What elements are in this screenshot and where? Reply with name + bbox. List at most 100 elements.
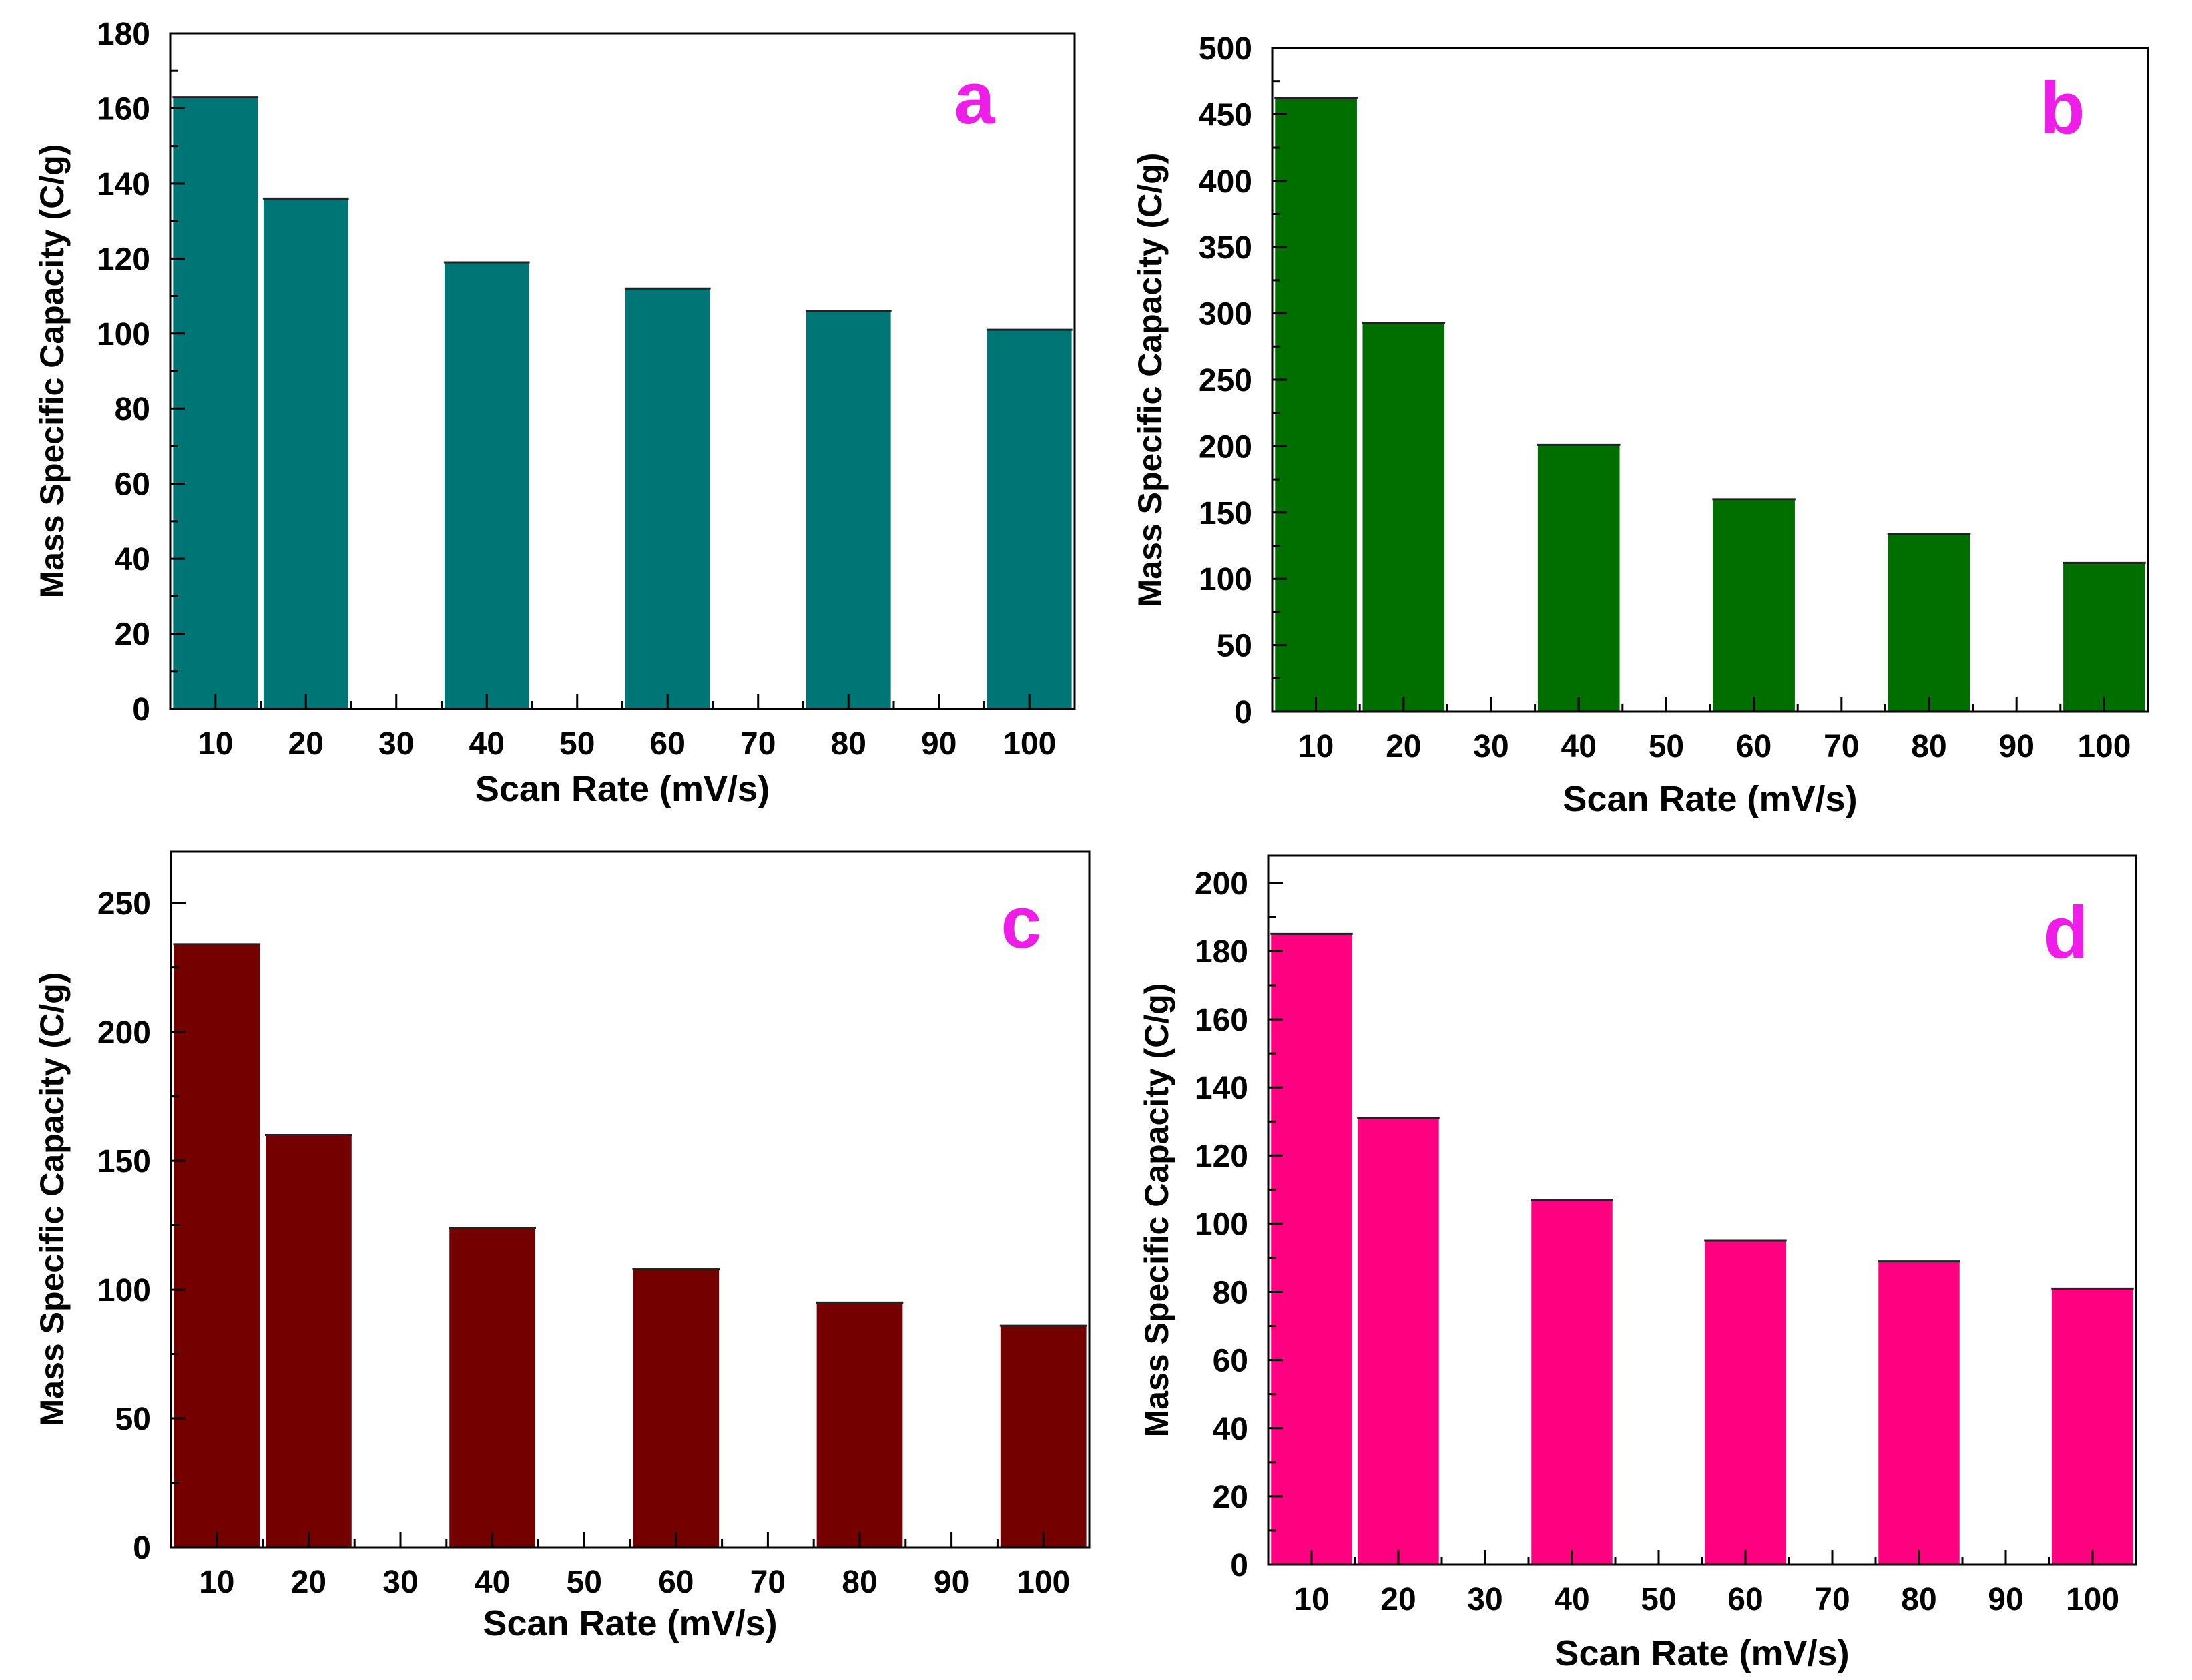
y-tick-label-b-350: 350	[1199, 230, 1252, 266]
chart-panel-d: 0 20 40 60 80 100 120 140 160 180 200 10 20 30 40 50 60 7…	[1095, 834, 2192, 1680]
x-tick-label-a-100: 100	[1003, 726, 1056, 762]
panel-label-b: b	[2040, 67, 2085, 150]
y-tick-label-d-180: 180	[1195, 934, 1248, 970]
bar-c-80	[815, 1302, 904, 1548]
y-axis-title-d: Mass Specific Capacity (C/g)	[1138, 983, 1175, 1438]
y-tick-label-c-200: 200	[97, 1015, 151, 1051]
x-tick-label-d-100: 100	[2066, 1582, 2119, 1617]
y-tick-label-d-120: 120	[1195, 1139, 1248, 1174]
x-tick-label-c-70: 70	[750, 1565, 786, 1600]
y-axis-title-b: Mass Specific Capacity (C/g)	[1131, 153, 1169, 607]
y-axis-title-a: Mass Specific Capacity (C/g)	[33, 144, 71, 599]
x-tick-label-a-30: 30	[378, 726, 414, 762]
x-tick-label-c-40: 40	[475, 1565, 510, 1600]
x-axis-title-b: Scan Rate (mV/s)	[1563, 779, 1857, 819]
x-tick-label-a-70: 70	[740, 726, 776, 762]
y-tick-label-b-200: 200	[1199, 429, 1252, 465]
y-tick-label-b-450: 450	[1199, 97, 1252, 133]
bar-d-60	[1703, 1239, 1788, 1565]
bar-b-20	[1361, 322, 1446, 712]
bar-a-10	[172, 96, 260, 710]
y-tick-label-a-140: 140	[97, 167, 150, 202]
bar-c-10	[172, 943, 262, 1548]
bar-a-40	[443, 261, 531, 710]
x-tick-label-d-30: 30	[1467, 1582, 1502, 1617]
y-tick-label-b-0: 0	[1234, 695, 1252, 730]
x-tick-label-d-60: 60	[1727, 1582, 1763, 1617]
bar-a-100	[985, 329, 1073, 710]
x-tick-label-d-50: 50	[1641, 1582, 1676, 1617]
x-tick-label-d-10: 10	[1294, 1582, 1329, 1617]
x-tick-label-c-80: 80	[842, 1565, 877, 1600]
x-tick-label-a-60: 60	[650, 726, 686, 762]
y-tick-label-d-140: 140	[1195, 1071, 1248, 1106]
y-axis-title-c: Mass Specific Capacity (C/g)	[33, 972, 71, 1427]
x-tick-label-c-50: 50	[567, 1565, 602, 1600]
bar-d-100	[2050, 1288, 2135, 1565]
y-tick-label-b-100: 100	[1199, 562, 1252, 597]
y-tick-label-a-80: 80	[115, 392, 150, 427]
chart-panel-c: 0 50 100 150 200 250 10 20 30 40 50 60 70 80 90 100 Scan…	[0, 834, 1095, 1680]
y-tick-label-a-120: 120	[97, 242, 150, 277]
y-tick-label-c-0: 0	[133, 1530, 151, 1566]
y-tick-label-b-400: 400	[1199, 164, 1252, 200]
chart-svg-a: 0 20 40 60 80 100 120 140 160 180 10 20 30 40 50 60 70 80…	[33, 17, 1076, 809]
x-tick-label-c-30: 30	[382, 1565, 418, 1600]
bar-c-60	[631, 1268, 721, 1548]
chart-svg-b: 0 50 100 150 200 250 300 350 400 450 500 10 20 30 40 50…	[1131, 31, 2149, 819]
x-tick-label-c-20: 20	[291, 1565, 326, 1600]
chart-panel-a: 0 20 40 60 80 100 120 140 160 180 10 20 30 40 50 60 70 80…	[0, 0, 1095, 834]
y-tick-label-d-100: 100	[1195, 1207, 1248, 1242]
bar-d-40	[1530, 1199, 1614, 1565]
x-tick-label-b-20: 20	[1386, 729, 1421, 764]
x-tick-label-b-100: 100	[2077, 729, 2131, 764]
panel-label-a: a	[954, 57, 995, 139]
x-tick-label-c-100: 100	[1017, 1565, 1070, 1600]
y-tick-label-a-60: 60	[115, 467, 150, 503]
y-tick-label-b-500: 500	[1199, 31, 1252, 67]
x-tick-label-a-10: 10	[198, 726, 233, 762]
x-tick-label-b-90: 90	[1999, 729, 2034, 764]
x-tick-label-d-40: 40	[1554, 1582, 1589, 1617]
x-tick-label-b-10: 10	[1298, 729, 1334, 764]
bar-d-20	[1356, 1117, 1440, 1565]
y-tick-label-a-40: 40	[115, 542, 150, 577]
chart-panel-b: 0 50 100 150 200 250 300 350 400 450 500 10 20 30 40 50…	[1095, 0, 2192, 834]
x-tick-label-a-20: 20	[288, 726, 324, 762]
x-axis-title-a: Scan Rate (mV/s)	[475, 769, 770, 809]
x-tick-label-c-90: 90	[934, 1565, 969, 1600]
chart-svg-d: 0 20 40 60 80 100 120 140 160 180 200 10 20 30 40 50 60 7…	[1138, 854, 2137, 1673]
y-tick-label-a-160: 160	[97, 91, 150, 127]
y-tick-label-b-300: 300	[1199, 297, 1252, 332]
y-tick-label-d-20: 20	[1213, 1480, 1248, 1515]
panel-label-c: c	[1001, 882, 1041, 964]
y-tick-label-d-80: 80	[1213, 1276, 1248, 1311]
y-tick-label-c-100: 100	[97, 1273, 151, 1308]
x-tick-label-a-80: 80	[831, 726, 866, 762]
x-tick-label-d-80: 80	[1901, 1582, 1936, 1617]
x-tick-label-c-10: 10	[199, 1565, 234, 1600]
bar-b-100	[2062, 562, 2147, 712]
bar-a-20	[262, 198, 350, 710]
bar-a-60	[623, 288, 712, 710]
y-tick-label-c-150: 150	[97, 1144, 151, 1179]
x-tick-label-d-90: 90	[1988, 1582, 2023, 1617]
y-tick-label-a-0: 0	[132, 692, 150, 728]
y-tick-label-b-150: 150	[1199, 496, 1252, 531]
y-tick-label-c-250: 250	[97, 886, 151, 922]
x-tick-label-b-50: 50	[1649, 729, 1684, 764]
x-tick-label-d-70: 70	[1814, 1582, 1850, 1617]
bar-c-20	[264, 1134, 353, 1549]
x-axis-title-c: Scan Rate (mV/s)	[483, 1603, 777, 1643]
y-tick-label-b-50: 50	[1217, 629, 1252, 664]
x-tick-label-b-30: 30	[1473, 729, 1509, 764]
bar-b-80	[1886, 533, 1972, 712]
y-tick-label-a-180: 180	[97, 17, 150, 52]
y-tick-label-d-60: 60	[1213, 1344, 1248, 1379]
x-tick-label-a-40: 40	[469, 726, 505, 762]
y-tick-label-d-40: 40	[1213, 1412, 1248, 1447]
x-tick-label-b-70: 70	[1824, 729, 1859, 764]
x-tick-label-d-20: 20	[1380, 1582, 1416, 1617]
y-tick-label-a-20: 20	[115, 617, 150, 653]
bar-d-80	[1877, 1260, 1961, 1565]
